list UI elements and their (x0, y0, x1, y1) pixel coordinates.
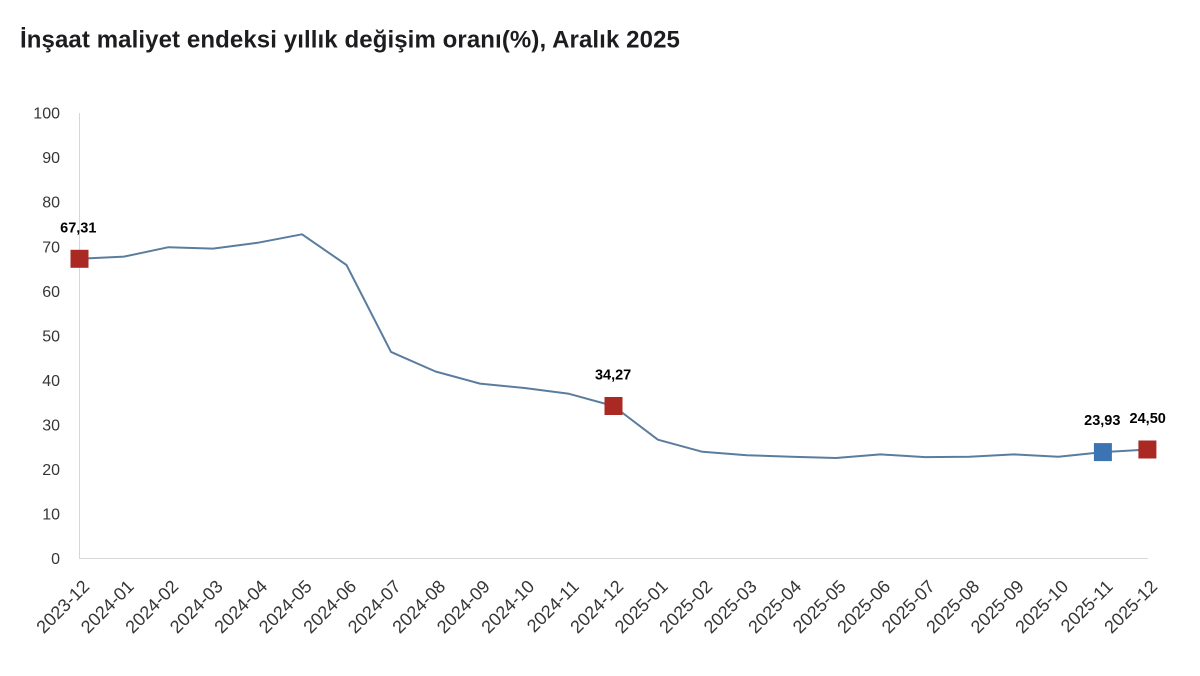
svg-text:40: 40 (42, 373, 60, 390)
svg-text:70: 70 (42, 239, 60, 256)
svg-text:10: 10 (42, 507, 60, 524)
svg-text:90: 90 (42, 150, 60, 167)
svg-text:50: 50 (42, 328, 60, 345)
svg-text:24,50: 24,50 (1130, 411, 1166, 427)
svg-text:80: 80 (42, 195, 60, 212)
svg-text:60: 60 (42, 284, 60, 301)
svg-text:34,27: 34,27 (595, 367, 631, 383)
svg-text:67,31: 67,31 (60, 220, 96, 236)
svg-text:İnşaat maliyet endeksi yıllık: İnşaat maliyet endeksi yıllık değişim or… (20, 27, 680, 54)
svg-text:100: 100 (33, 106, 60, 123)
svg-text:20: 20 (42, 462, 60, 479)
svg-text:0: 0 (51, 551, 60, 568)
svg-text:23,93: 23,93 (1084, 413, 1120, 429)
svg-text:30: 30 (42, 418, 60, 435)
